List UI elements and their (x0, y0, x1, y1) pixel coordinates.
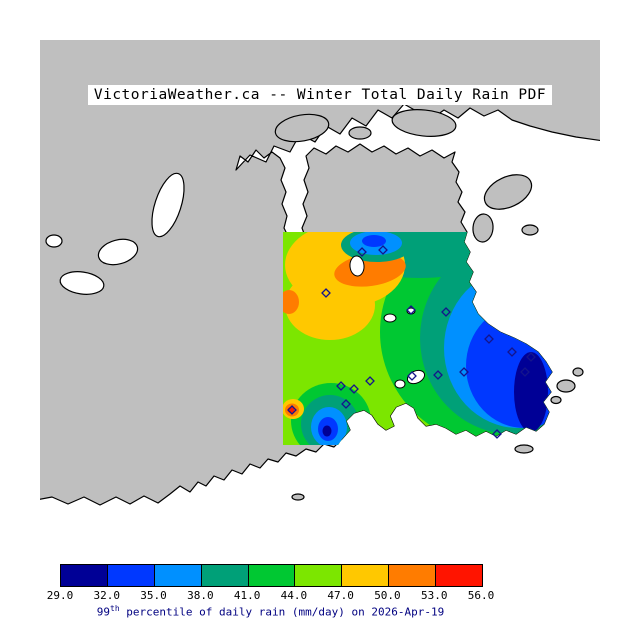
colorbar-segment (107, 565, 155, 586)
colorbar-tick-label: 56.0 (467, 589, 495, 602)
caption-base: 99 (96, 605, 111, 619)
station-diamond-icon (441, 307, 451, 317)
colorbar (60, 564, 483, 587)
station-diamond-icon (507, 347, 517, 357)
station-diamond-icon (492, 429, 502, 439)
contour-field (283, 232, 552, 445)
colorbar-tick-label: 29.0 (46, 589, 74, 602)
station-diamond-icon (365, 376, 375, 386)
island (521, 224, 539, 236)
station-diamond-icon (459, 367, 469, 377)
station-diamond-icon (520, 367, 530, 377)
colorbar-tick-label: 44.0 (280, 589, 308, 602)
colorbar-tick-label: 50.0 (374, 589, 401, 602)
island (556, 379, 576, 393)
colorbar-segment (154, 565, 202, 586)
station-diamond-icon (321, 288, 331, 298)
lake (151, 172, 185, 238)
island (291, 493, 305, 501)
contour-band (362, 235, 386, 247)
island (472, 213, 494, 243)
station-diamond-icon (407, 371, 417, 381)
lake (45, 234, 63, 248)
lake (349, 255, 365, 277)
colorbar-tick-label: 32.0 (93, 589, 121, 602)
station-diamond-icon (336, 381, 346, 391)
lake (383, 313, 397, 323)
colorbar-caption: 99th percentile of daily rain (mm/day) o… (60, 604, 481, 619)
colorbar-segment (248, 565, 296, 586)
island (572, 367, 584, 377)
lake (97, 238, 139, 266)
station-markers (287, 245, 536, 439)
station-diamond-icon (433, 370, 443, 380)
station-diamond-icon (526, 352, 536, 362)
colorbar-segment (436, 565, 483, 586)
colorbar-tick-label: 38.0 (187, 589, 214, 602)
station-diamond-icon (406, 305, 416, 315)
island (550, 395, 562, 405)
island (391, 109, 457, 137)
contour-band (322, 425, 332, 437)
caption-rest: percentile of daily rain (mm/day) on 202… (119, 605, 445, 619)
inland-lakes (349, 255, 426, 389)
colorbar-tick-label: 47.0 (327, 589, 354, 602)
colorbar-tick-label: 35.0 (140, 589, 167, 602)
contour-band (514, 352, 548, 432)
plot-title-row: VictoriaWeather.ca -- Winter Total Daily… (0, 84, 640, 105)
station-diamond-icon (357, 247, 367, 257)
station-diamond-icon (341, 399, 351, 409)
station-diamond-icon (287, 405, 297, 415)
contour-band (285, 270, 375, 340)
colorbar-ticks: 29.0 32.0 35.0 38.0 41.0 44.0 47.0 50.0 53.0 56.0 (47, 589, 495, 602)
island (483, 174, 533, 210)
colorbar-segment (295, 565, 343, 586)
island (348, 126, 372, 140)
colorbar-segment (389, 565, 437, 586)
island (274, 113, 330, 143)
station-diamond-icon (484, 334, 494, 344)
station-diamond-icon (349, 384, 359, 394)
plot-title: VictoriaWeather.ca -- Winter Total Daily… (87, 85, 553, 105)
colorbar-segment (61, 565, 108, 586)
colorbar-segment (342, 565, 390, 586)
lake (394, 379, 406, 389)
station-diamond-icon (378, 245, 388, 255)
island (514, 444, 534, 454)
caption-superscript: th (110, 604, 120, 613)
colorbar-segment (201, 565, 249, 586)
contour-band (283, 290, 299, 314)
lake (59, 271, 105, 295)
colorbar-tick-label: 41.0 (233, 589, 261, 602)
colorbar-tick-label: 53.0 (420, 589, 448, 602)
